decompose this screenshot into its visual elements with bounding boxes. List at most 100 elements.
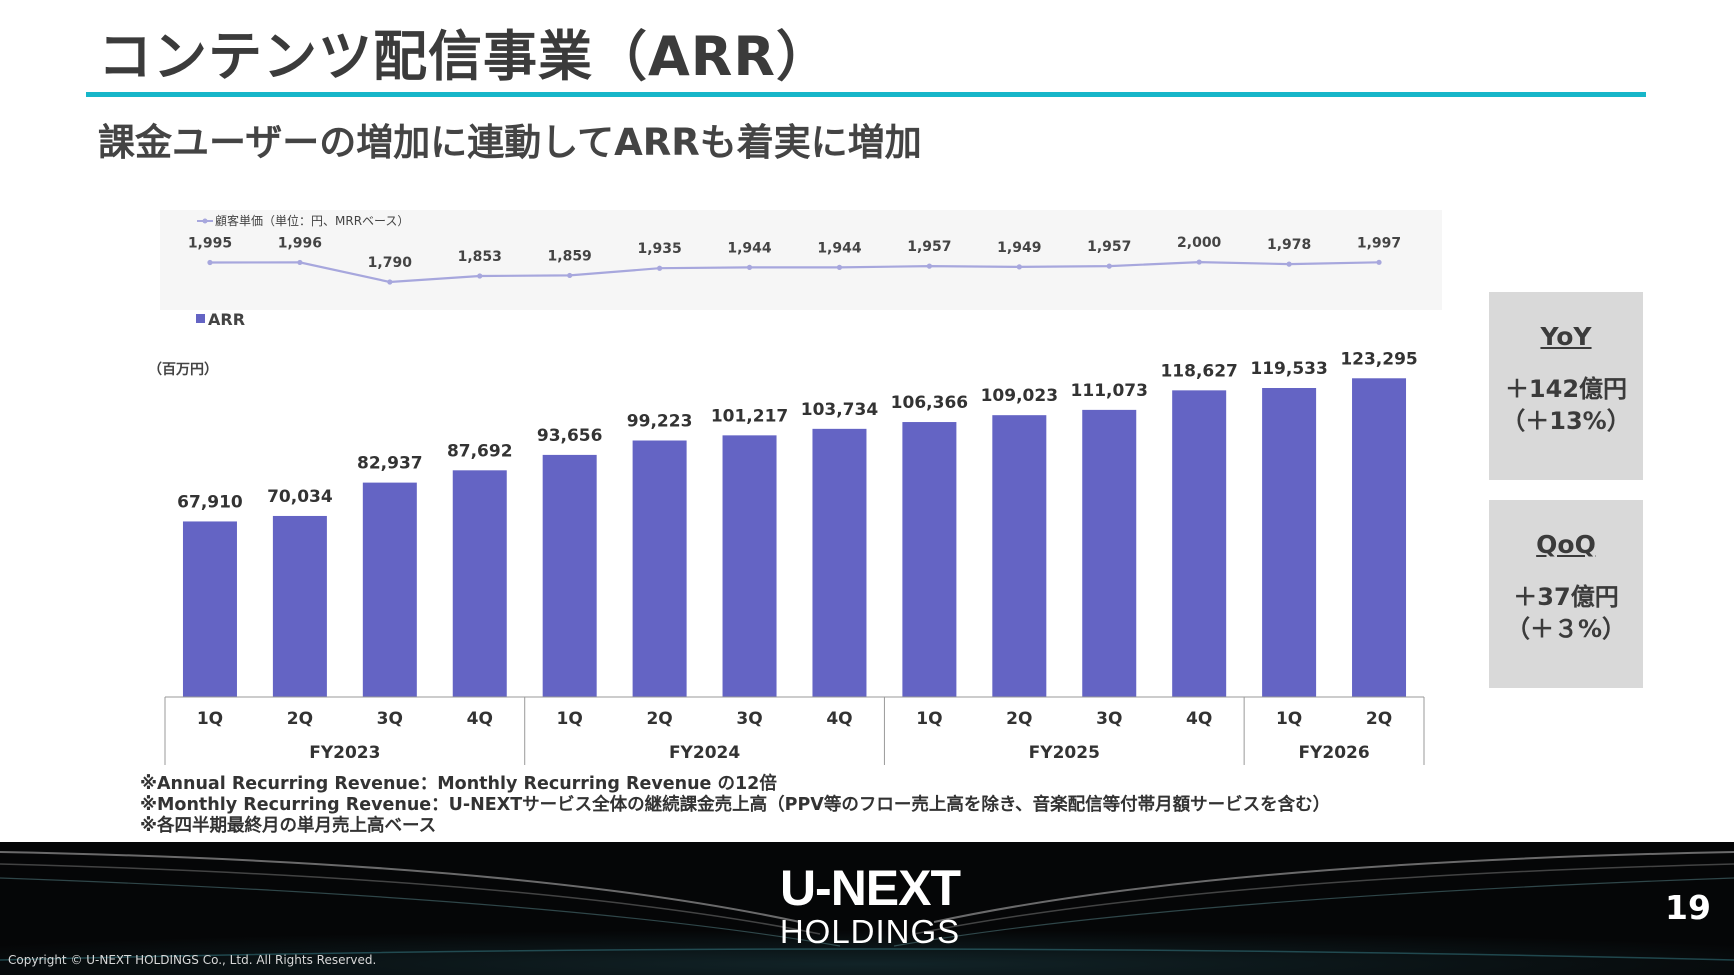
arr-value-label: 103,734 bbox=[801, 400, 879, 420]
arr-bar bbox=[272, 515, 327, 697]
unit-price-label: 2,000 bbox=[1177, 235, 1222, 251]
fiscal-year-label: FY2024 bbox=[669, 743, 740, 763]
unit-price-label: 1,790 bbox=[368, 255, 413, 271]
unit-price-label: 1,853 bbox=[458, 249, 502, 265]
quarter-tick-label: 4Q bbox=[467, 709, 493, 729]
arr-value-label: 87,692 bbox=[447, 441, 513, 461]
unit-price-label: 1,995 bbox=[188, 236, 232, 252]
arr-value-label: 101,217 bbox=[711, 406, 788, 426]
quarter-tick-label: 3Q bbox=[1096, 709, 1122, 729]
unit-price-point bbox=[477, 273, 483, 279]
quarter-tick-label: 1Q bbox=[557, 709, 583, 729]
unit-price-label: 1,935 bbox=[637, 241, 681, 257]
unit-price-point bbox=[1196, 259, 1202, 265]
unit-price-point bbox=[657, 265, 663, 271]
arr-bar bbox=[722, 435, 777, 697]
quarter-tick-label: 1Q bbox=[197, 709, 223, 729]
unit-price-point bbox=[567, 272, 573, 279]
arr-value-label: 99,223 bbox=[627, 412, 693, 432]
yoy-percent: （＋13%） bbox=[1501, 407, 1631, 435]
footnote: ※Annual Recurring Revenue：Monthly Recurr… bbox=[140, 774, 777, 794]
arr-value-label: 118,627 bbox=[1160, 361, 1237, 381]
fiscal-year-label: FY2023 bbox=[309, 743, 380, 763]
legend-arr-swatch bbox=[196, 314, 205, 323]
quarter-tick-label: 4Q bbox=[1186, 709, 1212, 729]
yoy-amount: ＋142億円 bbox=[1504, 375, 1628, 403]
arr-bar bbox=[452, 470, 507, 697]
unit-price-label: 1,859 bbox=[548, 248, 592, 264]
qoq-box: QoQ ＋37億円 （＋３%） bbox=[1489, 500, 1643, 688]
unit-price-point bbox=[387, 279, 393, 285]
unit-label: （百万円） bbox=[148, 362, 218, 378]
yoy-box: YoY ＋142億円 （＋13%） bbox=[1489, 292, 1643, 480]
yoy-heading: YoY bbox=[1540, 322, 1592, 351]
title-rule bbox=[86, 92, 1646, 97]
fiscal-year-label: FY2026 bbox=[1298, 743, 1369, 763]
unit-price-point bbox=[1376, 259, 1382, 265]
qoq-heading: QoQ bbox=[1536, 530, 1596, 559]
arr-value-label: 123,295 bbox=[1340, 349, 1417, 369]
unit-price-point bbox=[1106, 263, 1112, 269]
arr-value-label: 93,656 bbox=[537, 426, 603, 446]
arr-value-label: 82,937 bbox=[357, 454, 423, 474]
unit-price-point bbox=[207, 259, 213, 266]
arr-bar bbox=[182, 521, 237, 697]
arr-value-label: 119,533 bbox=[1250, 359, 1327, 379]
company-logo: U-NEXT HOLDINGS bbox=[770, 862, 970, 950]
slide-title: コンテンツ配信事業（ARR） bbox=[98, 25, 831, 88]
quarter-tick-label: 4Q bbox=[826, 709, 852, 729]
footer-band: U-NEXT HOLDINGS 19 Copyright © U-NEXT HO… bbox=[0, 842, 1734, 975]
unit-price-point bbox=[836, 264, 843, 270]
arr-bar bbox=[1262, 388, 1317, 697]
arr-value-label: 106,366 bbox=[891, 393, 968, 413]
quarter-tick-label: 1Q bbox=[916, 709, 942, 729]
quarter-tick-label: 1Q bbox=[1276, 709, 1302, 729]
logo-main-text: U-NEXT bbox=[779, 860, 961, 916]
quarter-tick-label: 2Q bbox=[1366, 709, 1392, 729]
footnote: ※Monthly Recurring Revenue：U-NEXTサービス全体の… bbox=[140, 795, 1331, 815]
qoq-amount: ＋37億円 bbox=[1513, 583, 1619, 611]
arr-bar bbox=[1172, 390, 1227, 697]
arr-bar bbox=[992, 415, 1047, 697]
unit-price-line bbox=[209, 260, 1380, 284]
unit-price-label: 1,978 bbox=[1267, 237, 1311, 253]
unit-price-point bbox=[1016, 264, 1022, 270]
arr-bar bbox=[362, 482, 417, 697]
quarter-tick-label: 3Q bbox=[736, 709, 762, 729]
fiscal-year-label: FY2025 bbox=[1029, 743, 1100, 763]
arr-value-label: 70,034 bbox=[267, 487, 333, 507]
unit-price-point bbox=[926, 263, 932, 269]
slide-subtitle: 課金ユーザーの増加に連動してARRも着実に増加 bbox=[98, 121, 922, 164]
unit-price-label: 1,957 bbox=[1087, 239, 1131, 255]
arr-bar bbox=[812, 428, 867, 697]
arr-bar bbox=[902, 422, 957, 697]
arr-value-label: 111,073 bbox=[1071, 381, 1148, 401]
footer-light-streaks bbox=[0, 851, 1734, 961]
page-number: 19 bbox=[1665, 888, 1711, 927]
unit-price-point bbox=[746, 264, 753, 270]
legend-arr: ARR bbox=[208, 310, 245, 329]
quarter-tick-label: 3Q bbox=[377, 709, 403, 729]
copyright: Copyright © U-NEXT HOLDINGS Co., Ltd. Al… bbox=[8, 953, 377, 967]
quarter-tick-label: 2Q bbox=[1006, 709, 1032, 729]
quarter-tick-label: 2Q bbox=[646, 709, 672, 729]
arr-value-label: 67,910 bbox=[177, 492, 243, 512]
quarter-tick-label: 2Q bbox=[287, 709, 313, 729]
arr-bar bbox=[1352, 378, 1407, 697]
unit-price-label: 1,944 bbox=[727, 240, 772, 256]
footnotes: ※Annual Recurring Revenue：Monthly Recurr… bbox=[140, 774, 1330, 837]
footnote: ※各四半期最終月の単月売上高ベース bbox=[140, 816, 437, 836]
unit-price-label: 1,996 bbox=[278, 235, 322, 251]
arr-bar bbox=[542, 454, 597, 697]
unit-price-label: 1,944 bbox=[817, 240, 862, 256]
arr-chart: 顧客単価（単位：円、MRRベース） 1,995 1,996 1,790 1,853 1,8… bbox=[148, 213, 1425, 765]
legend-line-dot bbox=[202, 218, 208, 224]
unit-price-label: 1,949 bbox=[997, 240, 1041, 256]
logo-sub-text: HOLDINGS bbox=[779, 913, 961, 950]
arr-value-label: 109,023 bbox=[981, 386, 1058, 406]
qoq-percent: （＋３%） bbox=[1505, 615, 1627, 643]
arr-bar bbox=[632, 440, 687, 697]
unit-price-label: 1,957 bbox=[907, 239, 951, 255]
legend-unit-price: 顧客単価（単位：円、MRRベース） bbox=[215, 213, 409, 228]
unit-price-point bbox=[297, 259, 303, 266]
